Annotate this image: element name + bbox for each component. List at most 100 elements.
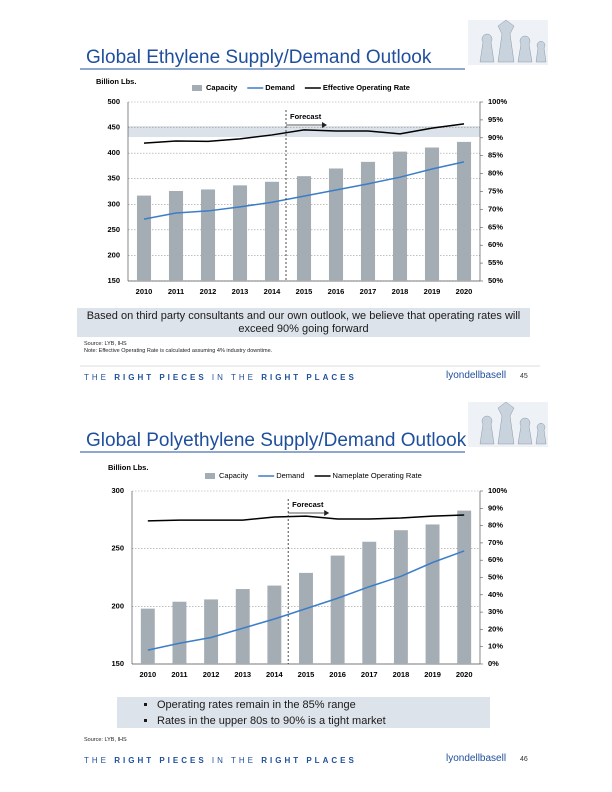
y2-tick-label: 90% — [488, 503, 503, 512]
y2-tick-label: 60% — [488, 240, 503, 249]
y2-tick-label: 55% — [488, 258, 503, 267]
tag-text: RIGHT PLACES — [261, 373, 357, 382]
y2-tick-label: 20% — [488, 624, 503, 633]
source: Source: LYB, IHS — [84, 341, 127, 347]
bar — [267, 585, 282, 664]
y-tick-label: 450 — [107, 123, 120, 132]
bar — [168, 190, 184, 281]
x-tick-label: 2018 — [393, 670, 410, 679]
y2-tick-label: 50% — [488, 572, 503, 581]
x-tick-label: 2012 — [203, 670, 220, 679]
y2-tick-label: 50% — [488, 276, 503, 285]
line — [143, 123, 465, 144]
legend-label: Nameplate Operating Rate — [333, 471, 422, 480]
y-tick-label: 250 — [107, 225, 120, 234]
y-tick-label: 200 — [111, 601, 124, 610]
y-tick-label: 200 — [107, 250, 120, 259]
bullet-box: Operating rates remain in the 85% range … — [117, 697, 490, 728]
line — [147, 550, 465, 651]
bar — [264, 181, 280, 281]
y2-tick-label: 70% — [488, 538, 503, 547]
x-tick-label: 2019 — [424, 287, 441, 296]
y2-tick-label: 100% — [488, 486, 508, 495]
logo: lyondellbasell — [446, 753, 507, 764]
y2-tick-label: 0% — [488, 659, 499, 668]
x-tick-label: 2017 — [360, 287, 377, 296]
bar — [328, 168, 344, 281]
bar — [424, 147, 440, 281]
y-tick-label: 350 — [107, 174, 120, 183]
x-tick-label: 2012 — [200, 287, 217, 296]
y-axis-title: Billion Lbs. — [96, 77, 136, 86]
bar — [456, 141, 472, 281]
arrow-head — [324, 510, 330, 516]
page-number: 45 — [520, 373, 528, 380]
bullet: Rates in the upper 80s to 90% is a tight… — [157, 713, 490, 729]
page-number: 46 — [520, 756, 528, 763]
x-tick-label: 2019 — [424, 670, 441, 679]
y2-tick-label: 40% — [488, 590, 503, 599]
y2-tick-label: 60% — [488, 555, 503, 564]
logo: lyondellbasell — [446, 370, 507, 381]
bar — [235, 589, 250, 664]
slide-title: Global Ethylene Supply/Demand Outlook — [86, 47, 432, 68]
chess-image — [468, 401, 548, 447]
x-tick-label: 2014 — [264, 287, 282, 296]
x-tick-label: 2013 — [234, 670, 251, 679]
x-tick-label: 2013 — [232, 287, 249, 296]
source: Source: LYB, IHS — [84, 737, 127, 743]
tagline: THE RIGHT PIECES IN THE RIGHT PLACES — [84, 756, 357, 765]
note: Note: Effective Operating Rate is calcul… — [84, 348, 273, 354]
line — [143, 161, 465, 220]
y-tick-label: 400 — [107, 148, 120, 157]
bar — [457, 510, 472, 664]
bar — [362, 541, 377, 664]
x-tick-label: 2020 — [456, 670, 473, 679]
y2-tick-label: 75% — [488, 186, 503, 195]
legend-swatch — [192, 85, 202, 91]
x-tick-label: 2010 — [136, 287, 153, 296]
y2-tick-label: 90% — [488, 133, 503, 142]
tag-text: THE — [84, 756, 109, 765]
legend-label: Capacity — [219, 471, 248, 480]
tag-text: IN THE — [211, 756, 256, 765]
bar — [393, 530, 408, 664]
bar — [360, 161, 376, 281]
tag-text: RIGHT PIECES — [114, 756, 207, 765]
highlight-band — [128, 126, 480, 137]
legend-swatch — [205, 473, 215, 479]
bar — [425, 524, 440, 664]
y-tick-label: 300 — [111, 486, 124, 495]
x-tick-label: 2015 — [296, 287, 313, 296]
bar — [296, 176, 312, 281]
x-tick-label: 2020 — [456, 287, 473, 296]
line — [147, 514, 465, 522]
y-tick-label: 250 — [111, 544, 124, 553]
annotation: Forecast — [292, 500, 324, 509]
tag-text: THE — [84, 373, 109, 382]
bullet: Operating rates remain in the 85% range — [157, 697, 490, 713]
bar — [330, 555, 345, 664]
callout: Based on third party consultants and our… — [77, 308, 530, 337]
tag-text: RIGHT PLACES — [261, 756, 357, 765]
x-tick-label: 2014 — [266, 670, 284, 679]
bar — [200, 189, 216, 281]
legend-label: Demand — [265, 83, 295, 92]
chess-image — [468, 19, 548, 65]
legend-label: Demand — [276, 471, 304, 480]
legend-label: Capacity — [206, 83, 238, 92]
annotation: Forecast — [290, 112, 322, 121]
y2-tick-label: 65% — [488, 222, 503, 231]
bar — [232, 185, 248, 281]
bullet-list: Operating rates remain in the 85% range … — [117, 697, 490, 729]
y-tick-label: 500 — [107, 97, 120, 106]
x-tick-label: 2011 — [168, 287, 184, 296]
x-tick-label: 2011 — [171, 670, 187, 679]
x-tick-label: 2010 — [139, 670, 156, 679]
x-tick-label: 2018 — [392, 287, 409, 296]
y2-tick-label: 30% — [488, 607, 503, 616]
y-tick-label: 300 — [107, 199, 120, 208]
bar — [299, 572, 313, 664]
